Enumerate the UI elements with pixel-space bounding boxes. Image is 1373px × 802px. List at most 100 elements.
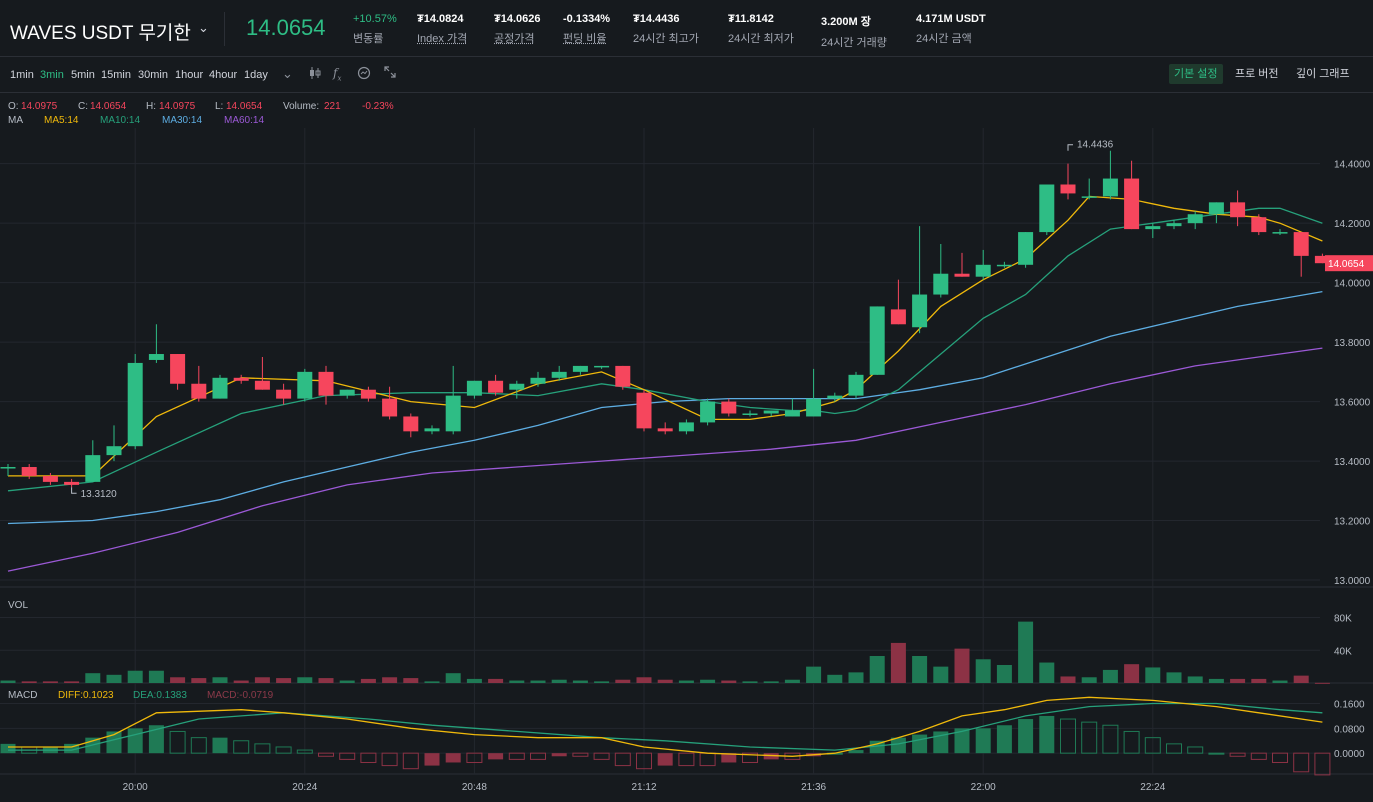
macd-hist-bar	[127, 728, 143, 754]
macd-hist-bar	[1123, 730, 1140, 754]
macd-hist-bar	[1208, 752, 1225, 755]
candle-body	[869, 306, 885, 375]
price-chart[interactable]: 13.0000 13.2000 13.4000 13.6000 13.8000 14.00…	[0, 93, 1373, 802]
volume-bar	[488, 678, 504, 683]
last-price-tag	[1325, 255, 1373, 272]
volume-bar	[1166, 672, 1182, 683]
macd-hist-bar	[339, 752, 356, 760]
volume-bar	[42, 681, 58, 683]
time-tick-label: 22:00	[971, 782, 996, 793]
macd-hist-bar	[148, 725, 164, 754]
volume-bar	[1060, 676, 1076, 683]
candle-body	[64, 481, 80, 485]
macd-hist-bar	[1081, 721, 1098, 754]
candle-body	[1187, 214, 1203, 224]
timeframe-1hour[interactable]: 1hour	[175, 69, 204, 81]
timeframe-30min[interactable]: 30min	[138, 69, 168, 81]
macd-hist-bar	[1272, 752, 1288, 763]
volume-bar	[424, 681, 440, 683]
volume-bar	[1272, 680, 1288, 683]
macd-hist-bar	[890, 737, 906, 754]
candle-body	[148, 354, 164, 360]
candle-body	[1060, 184, 1076, 194]
stat-label: 24시간 최고가	[633, 33, 699, 45]
candle-body	[445, 395, 461, 432]
timeframe-3min[interactable]: 3min	[40, 69, 64, 81]
candle-body	[700, 401, 716, 423]
candle-body	[233, 377, 249, 381]
candle-body	[1272, 232, 1288, 234]
view-pro-button[interactable]: 프로 버전	[1235, 68, 1279, 80]
candle-body	[742, 413, 758, 415]
stat-index-price[interactable]: ₮14.0824 Index 가격	[417, 13, 467, 46]
candle-body	[551, 371, 567, 378]
volume-bar	[1293, 675, 1309, 683]
timeframe-1min[interactable]: 1min	[10, 69, 34, 81]
macd-hist-bar	[848, 750, 864, 754]
candle-body	[721, 401, 737, 414]
volume-bar	[403, 678, 419, 683]
macd-hist-bar	[636, 752, 652, 770]
stat-24h-amount: 4.171M USDT 24시간 금액	[916, 13, 986, 46]
view-basic-button[interactable]: 기본 설정	[1169, 64, 1223, 84]
macd-hist-bar	[381, 752, 398, 767]
volume-bar	[996, 665, 1012, 683]
volume-bar	[700, 679, 716, 683]
candle-body	[1230, 202, 1246, 218]
candle-body	[954, 273, 970, 277]
timeframe-1day[interactable]: 1day	[244, 69, 268, 81]
volume-bar	[85, 673, 101, 683]
indicator-fx-icon[interactable]: fx	[333, 66, 342, 83]
candle-type-icon[interactable]	[308, 66, 322, 83]
stat-value: ₮14.0626	[494, 13, 541, 25]
candle-body	[170, 354, 186, 384]
chevron-down-icon[interactable]: ⌄	[282, 66, 293, 81]
last-price: 14.0654	[246, 15, 326, 40]
candle-body	[21, 467, 37, 476]
legend-change: -0.23%	[362, 101, 394, 112]
candle-body	[0, 467, 16, 469]
stat-funding-rate[interactable]: -0.1334% 펀딩 비율	[563, 13, 610, 46]
macd-hist-bar	[1060, 718, 1076, 754]
volume-bar	[763, 681, 779, 683]
high-marker	[1067, 144, 1073, 151]
chevron-down-icon[interactable]: ⌄	[198, 20, 209, 35]
volume-bar	[615, 679, 631, 683]
timeframe-4hour[interactable]: 4hour	[209, 69, 238, 81]
volume-bar	[509, 680, 525, 683]
last-price-tag-label: 14.0654	[1328, 259, 1365, 270]
timeframe-15min[interactable]: 15min	[101, 69, 131, 81]
stat-24h-high: ₮14.4436 24시간 최고가	[633, 13, 699, 46]
chart-toolbar: 1min 3min 5min 15min 30min 1hour 4hour 1…	[0, 57, 1373, 93]
candle-body	[1018, 232, 1034, 265]
view-depth-button[interactable]: 깊이 그래프	[1296, 68, 1350, 80]
candlesticks	[0, 150, 1330, 488]
macd-dea-line	[8, 702, 1323, 751]
volume-bar	[954, 648, 970, 683]
ma5-legend: MA5:14	[44, 115, 79, 126]
candle-body	[806, 398, 822, 417]
moving-average-lines	[7, 195, 1323, 572]
candle-body	[1314, 255, 1330, 264]
candle-body	[403, 416, 419, 432]
macd-hist-bar	[678, 752, 695, 767]
macd-hist-bar	[1293, 752, 1310, 773]
macd-hist-bar	[233, 740, 250, 754]
macd-hist-bar	[742, 752, 758, 763]
stat-label: 24시간 금액	[916, 33, 972, 45]
ma10-legend: MA10:14	[100, 115, 140, 126]
stat-fair-price[interactable]: ₮14.0626 공정가격	[494, 13, 540, 46]
stat-label: Index 가격	[417, 33, 468, 45]
volume-bar	[827, 674, 843, 683]
stat-label: 24시간 최저가	[728, 33, 794, 45]
settings-icon[interactable]	[357, 66, 371, 83]
ma10-line	[7, 207, 1323, 492]
macd-panel	[0, 696, 1331, 776]
price-tick-label: 14.2000	[1334, 219, 1371, 230]
ohlc-legend: O: 14.0975 C: 14.0654 H: 14.0975 L: 14.0…	[8, 101, 394, 112]
macd-hist-bar	[1102, 724, 1119, 754]
symbol-title[interactable]: WAVES USDT 무기한	[10, 23, 191, 44]
volume-bar	[318, 678, 334, 683]
timeframe-5min[interactable]: 5min	[71, 69, 95, 81]
fullscreen-icon[interactable]	[384, 66, 396, 81]
